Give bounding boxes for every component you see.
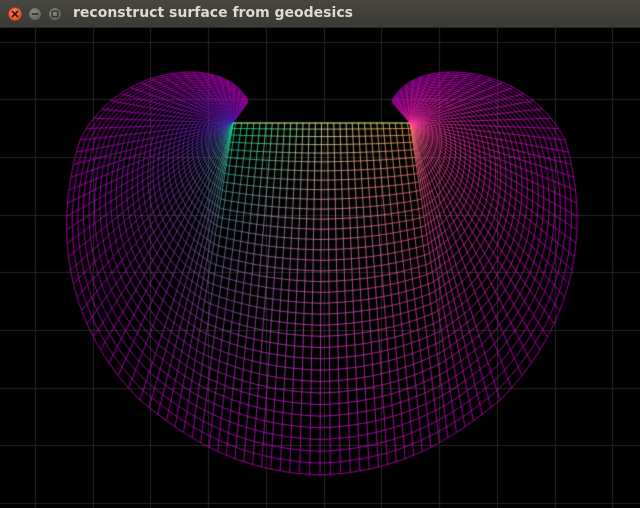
close-button[interactable] [8,7,22,21]
maximize-button[interactable] [48,7,62,21]
3d-viewport[interactable] [0,28,640,508]
minimize-button[interactable] [28,7,42,21]
window-title: reconstruct surface from geodesics [73,5,353,21]
maximize-icon [51,10,59,18]
title-bar[interactable]: reconstruct surface from geodesics [0,0,640,28]
close-icon [11,10,19,18]
minimize-icon [32,13,38,15]
